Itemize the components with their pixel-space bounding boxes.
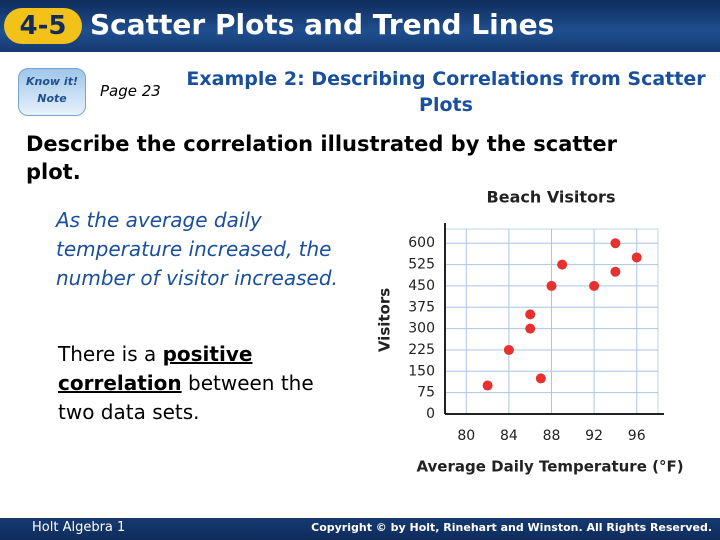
lesson-title: Scatter Plots and Trend Lines — [90, 8, 555, 41]
footer-right: Copyright © by Holt, Rinehart and Winsto… — [311, 521, 712, 534]
x-tick-label: 84 — [500, 428, 518, 444]
know-it-icon: Know it! Note — [18, 68, 86, 116]
x-tick-label: 88 — [543, 428, 561, 444]
y-tick-label: 225 — [408, 342, 435, 358]
point — [525, 309, 536, 320]
term: positive correlation — [58, 342, 253, 395]
conclusion: There is a positive correlation between … — [58, 340, 348, 427]
y-tick-label: 300 — [408, 321, 435, 337]
y-tick-label: 525 — [408, 257, 435, 273]
lesson-number: 4-5 — [4, 8, 82, 44]
y-tick-label: 75 — [417, 385, 435, 401]
x-axis-label: Average Daily Temperature (°F) — [416, 458, 683, 476]
text: There is a — [58, 342, 163, 366]
text: between the two data sets. — [58, 371, 314, 424]
x-tick-label: 96 — [628, 428, 646, 444]
x-tick-label: 92 — [585, 428, 603, 444]
point — [482, 380, 493, 391]
chart-title: Beach Visitors — [487, 188, 616, 207]
point — [503, 344, 514, 355]
example-title: Example 2: Describing Correlations from … — [186, 68, 706, 116]
point — [631, 252, 642, 263]
y-tick-label: 0 — [426, 406, 435, 422]
point — [589, 280, 600, 291]
chart: Beach Visitors Average Daily Temperature… — [376, 188, 684, 476]
x-tick-label: 80 — [457, 428, 475, 444]
y-tick-label: 600 — [408, 235, 435, 251]
point — [610, 266, 621, 277]
icon-text: Know it! — [26, 75, 78, 88]
header-bar — [0, 0, 720, 52]
footer-bar — [0, 518, 720, 540]
point — [546, 280, 557, 291]
answer: As the average daily temperature increas… — [56, 208, 338, 290]
prompt: Describe the correlation illustrated by … — [26, 132, 618, 184]
y-tick-label: 150 — [408, 363, 435, 379]
y-tick-label: 375 — [408, 299, 435, 315]
point — [610, 238, 621, 249]
y-axis-label: Visitors — [376, 288, 394, 352]
footer-left: Holt Algebra 1 — [32, 520, 126, 535]
point — [535, 373, 546, 384]
y-tick-label: 450 — [408, 278, 435, 294]
page-reference: Page 23 — [100, 82, 161, 100]
point — [525, 323, 536, 334]
point — [557, 259, 568, 270]
icon-text: Note — [37, 92, 67, 105]
